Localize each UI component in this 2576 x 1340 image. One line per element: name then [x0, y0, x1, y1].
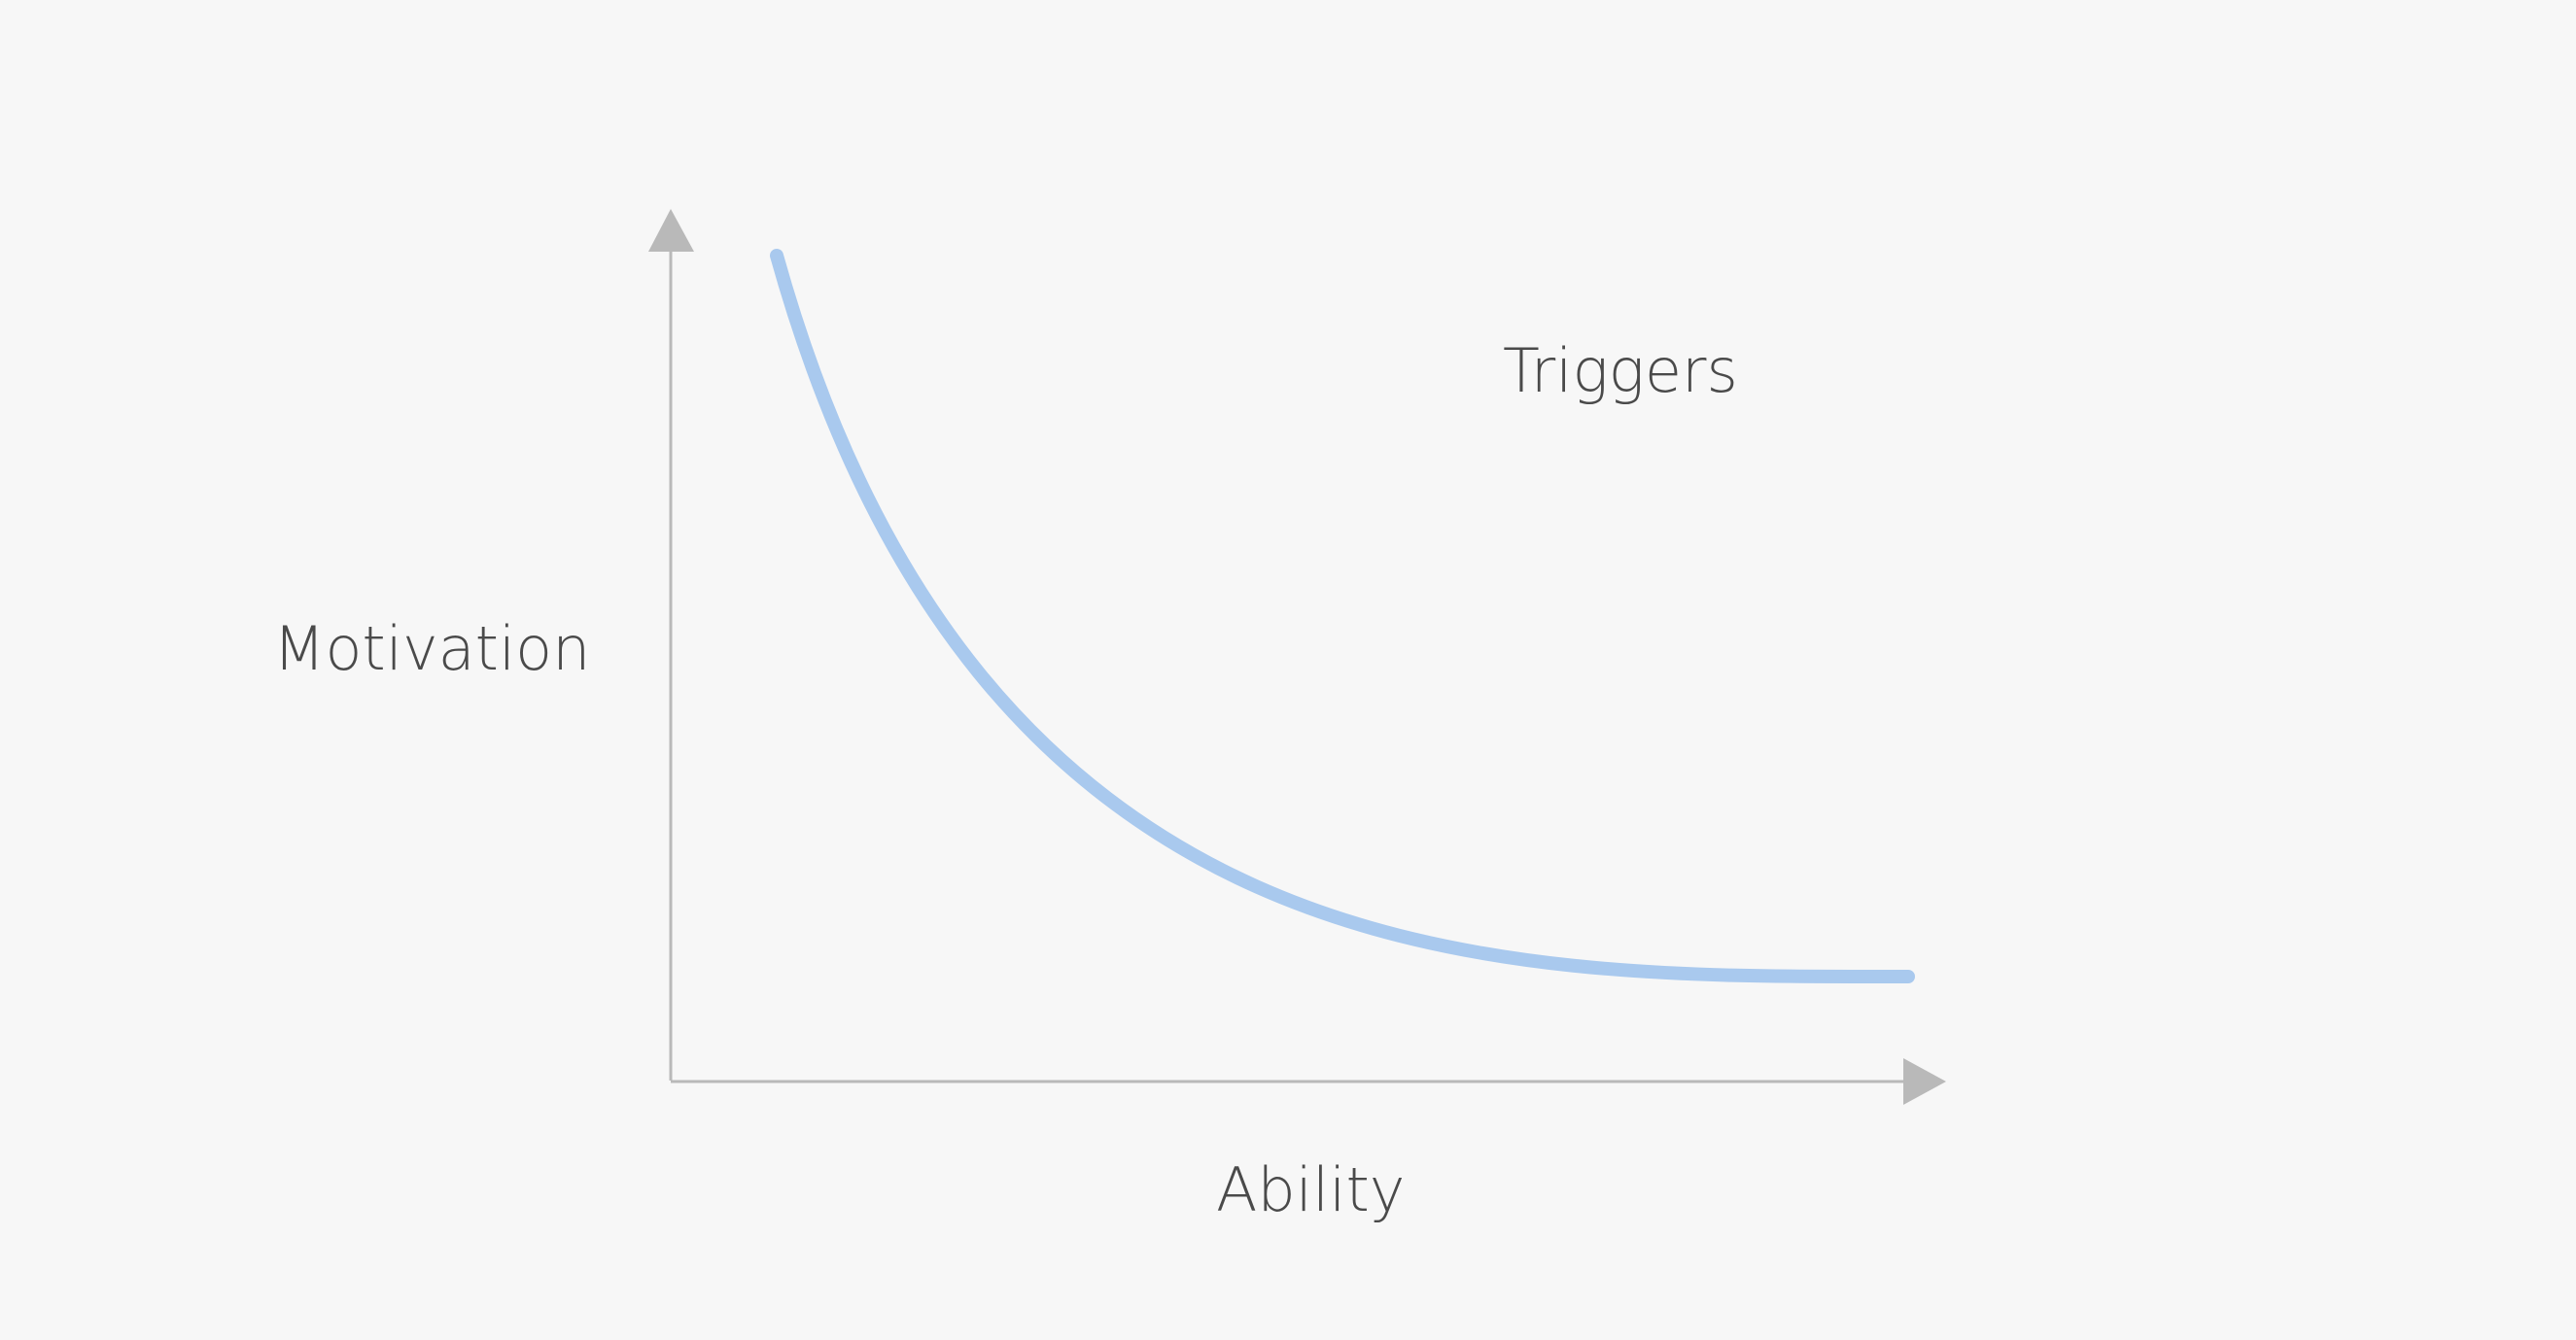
y-axis-label: Motivation — [273, 613, 590, 684]
x-axis-label: Ability — [1216, 1154, 1405, 1225]
triggers-label: Triggers — [1503, 335, 1738, 406]
x-axis-arrow-icon — [1903, 1058, 1946, 1105]
y-axis-arrow-icon — [648, 209, 694, 252]
action-line-curve — [770, 249, 1915, 984]
